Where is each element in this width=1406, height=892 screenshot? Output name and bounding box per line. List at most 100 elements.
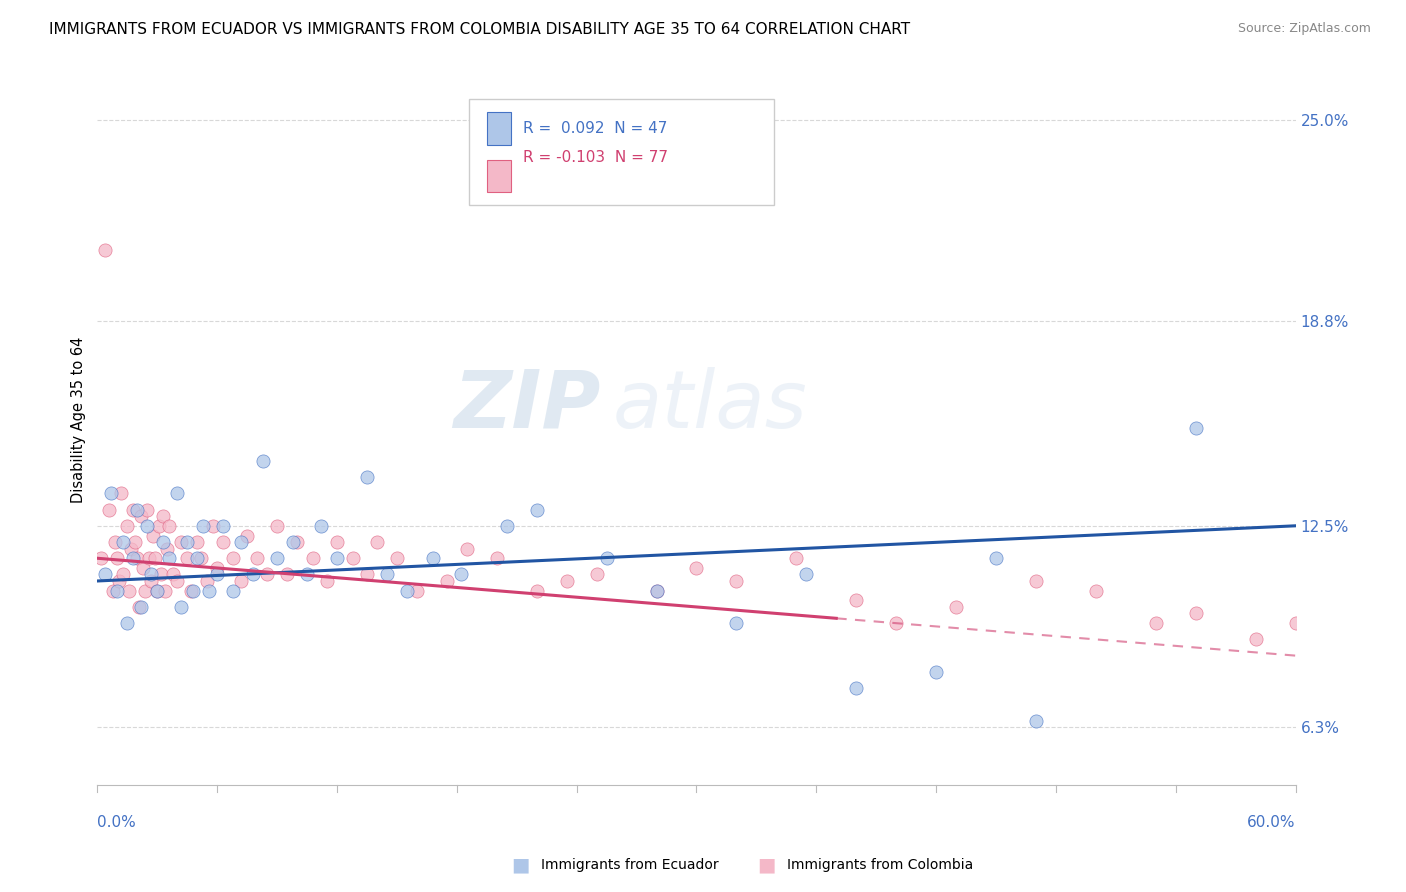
Point: [195, 574, 218, 588]
Point: [176, 535, 198, 549]
Point: [585, 567, 607, 582]
Point: [555, 574, 578, 588]
Point: [246, 551, 269, 566]
Point: [356, 470, 378, 484]
Point: [108, 574, 131, 588]
Point: [309, 518, 332, 533]
Point: [385, 551, 408, 566]
Text: ■: ■: [756, 855, 776, 875]
Point: [112, 535, 135, 549]
Point: [450, 567, 472, 582]
FancyBboxPatch shape: [468, 99, 775, 205]
Point: [845, 681, 868, 695]
Text: ■: ■: [510, 855, 530, 875]
Point: [127, 502, 149, 516]
FancyBboxPatch shape: [486, 160, 510, 193]
Point: [141, 567, 163, 582]
Point: [266, 551, 288, 566]
Point: [526, 502, 548, 516]
Point: [1184, 421, 1206, 435]
Point: [124, 535, 146, 549]
Point: [316, 574, 339, 588]
Point: [725, 616, 748, 631]
Point: [190, 551, 212, 566]
Point: [1244, 632, 1267, 647]
Text: R = -0.103  N = 77: R = -0.103 N = 77: [523, 150, 668, 165]
Point: [112, 567, 135, 582]
Point: [186, 551, 208, 566]
Point: [104, 535, 127, 549]
Point: [725, 574, 748, 588]
Point: [356, 567, 378, 582]
Point: [157, 551, 180, 566]
Point: [148, 518, 170, 533]
Point: [925, 665, 948, 679]
Point: [157, 518, 180, 533]
Point: [141, 574, 163, 588]
Text: atlas: atlas: [613, 367, 807, 445]
Point: [595, 551, 617, 566]
Point: [1025, 574, 1047, 588]
Point: [146, 583, 169, 598]
Point: [193, 518, 215, 533]
Point: [152, 509, 174, 524]
Point: [945, 599, 967, 614]
Text: ZIP: ZIP: [453, 367, 600, 445]
Point: [685, 561, 707, 575]
Point: [132, 561, 155, 575]
Text: R =  0.092  N = 47: R = 0.092 N = 47: [523, 121, 666, 136]
Point: [152, 535, 174, 549]
Point: [1284, 616, 1306, 631]
Point: [105, 551, 128, 566]
Point: [170, 599, 193, 614]
Point: [645, 583, 668, 598]
Point: [129, 599, 152, 614]
Point: [143, 551, 166, 566]
Point: [222, 583, 245, 598]
Text: 60.0%: 60.0%: [1247, 814, 1295, 830]
Point: [1025, 714, 1047, 728]
Point: [134, 583, 156, 598]
Point: [645, 583, 668, 598]
Point: [794, 567, 817, 582]
Point: [176, 551, 198, 566]
Point: [395, 583, 418, 598]
Point: [342, 551, 364, 566]
Point: [406, 583, 429, 598]
Text: Source: ZipAtlas.com: Source: ZipAtlas.com: [1237, 22, 1371, 36]
Point: [526, 583, 548, 598]
Point: [156, 541, 179, 556]
Point: [256, 567, 278, 582]
Point: [136, 518, 159, 533]
Point: [127, 551, 149, 566]
Point: [1084, 583, 1107, 598]
Point: [166, 574, 188, 588]
Point: [222, 551, 245, 566]
Point: [436, 574, 458, 588]
Point: [236, 528, 259, 542]
Point: [150, 567, 173, 582]
Point: [142, 528, 165, 542]
Point: [162, 567, 184, 582]
Point: [285, 535, 308, 549]
Text: Immigrants from Ecuador: Immigrants from Ecuador: [541, 858, 718, 872]
Point: [281, 535, 304, 549]
Point: [326, 535, 349, 549]
Point: [495, 518, 517, 533]
Point: [100, 486, 122, 500]
Point: [186, 535, 208, 549]
FancyBboxPatch shape: [486, 112, 510, 145]
Point: [118, 583, 141, 598]
Point: [166, 486, 188, 500]
Point: [94, 567, 117, 582]
Point: [785, 551, 807, 566]
Point: [155, 583, 177, 598]
Point: [105, 583, 128, 598]
Text: Immigrants from Colombia: Immigrants from Colombia: [787, 858, 973, 872]
Point: [276, 567, 298, 582]
Point: [845, 593, 868, 607]
Point: [181, 583, 204, 598]
Point: [456, 541, 478, 556]
Point: [205, 567, 228, 582]
Point: [170, 535, 193, 549]
